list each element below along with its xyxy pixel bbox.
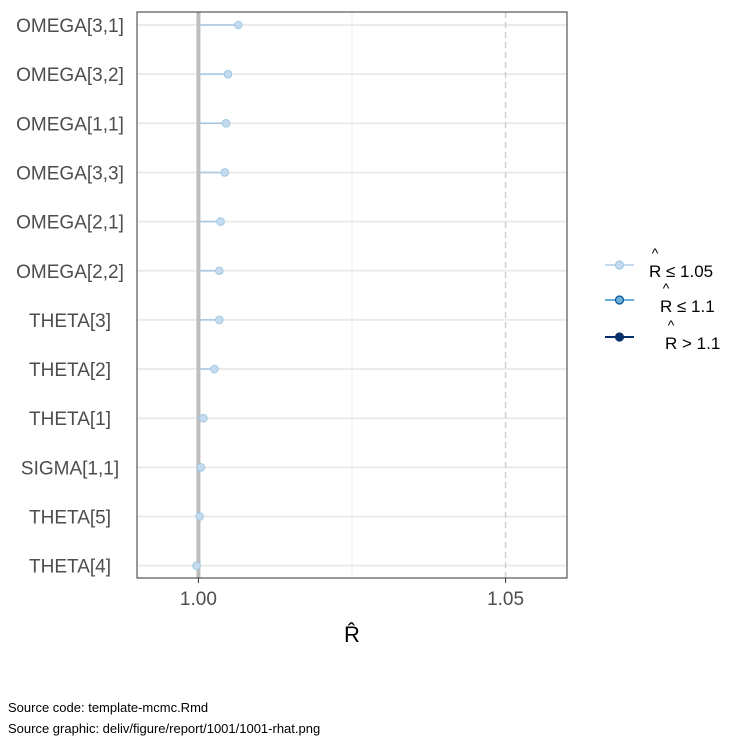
point-OMEGA[3,1]	[234, 20, 243, 30]
y-axis-tick-labels: OMEGA[3,1] OMEGA[3,2] OMEGA[1,1] OMEGA[3,3]…	[16, 16, 124, 578]
y-tick-label: THETA[4]	[29, 557, 111, 578]
point-THETA[1]	[199, 413, 208, 423]
legend: ^R ≤ 1.05^R ≤ 1.1^R > 1.1	[605, 245, 720, 353]
y-tick-label: OMEGA[2,2]	[16, 262, 124, 283]
y-tick-label: THETA[3]	[29, 311, 111, 332]
point-OMEGA[2,1]	[216, 217, 225, 226]
x-axis-ticks: 1.00 1.05	[180, 578, 524, 610]
legend-label: R ≤ 1.1	[660, 297, 715, 316]
point-OMEGA[3,3]	[220, 168, 230, 177]
lollipop-stems	[196, 24, 239, 567]
point-SIGMA[1,1]	[196, 463, 206, 472]
x-axis-title-text: R̂	[344, 622, 360, 647]
y-tick-label: OMEGA[1,1]	[16, 114, 124, 135]
y-tick-label: OMEGA[3,1]	[16, 16, 124, 37]
point-OMEGA[3,2]	[223, 69, 233, 79]
point-THETA[5]	[195, 512, 204, 521]
point-THETA[4]	[192, 561, 201, 570]
legend-key-point	[614, 260, 625, 270]
y-tick-label: OMEGA[2,1]	[16, 213, 124, 234]
legend-hat: ^	[668, 317, 675, 333]
legend-label: R ≤ 1.05	[649, 262, 713, 281]
point-THETA[3]	[215, 315, 224, 325]
reference-lines	[196, 12, 507, 578]
legend-key-point	[614, 295, 625, 305]
legend-hat: ^	[652, 245, 659, 261]
x-tick-label: 1.00	[180, 589, 217, 610]
point-OMEGA[1,1]	[221, 119, 231, 128]
plot-panel-border	[136, 11, 568, 579]
data-points	[192, 20, 243, 570]
y-tick-label: THETA[2]	[29, 360, 111, 381]
grid	[137, 12, 567, 578]
y-tick-label: THETA[5]	[29, 508, 111, 529]
y-tick-label: THETA[1]	[29, 409, 111, 430]
y-tick-label: OMEGA[3,3]	[16, 163, 124, 184]
source-graphic-caption: Source graphic: deliv/figure/report/1001…	[8, 721, 321, 736]
legend-hat: ^	[663, 280, 670, 296]
y-tick-label: OMEGA[3,2]	[16, 65, 124, 86]
x-tick-label: 1.05	[487, 589, 524, 610]
point-OMEGA[2,2]	[215, 266, 224, 276]
y-tick-label: SIGMA[1,1]	[21, 458, 119, 479]
legend-key-point	[614, 332, 625, 342]
source-code-caption: Source code: template-mcmc.Rmd	[8, 700, 209, 715]
x-axis-title: R̂	[344, 622, 360, 647]
rhat-chart: OMEGA[3,1] OMEGA[3,2] OMEGA[1,1] OMEGA[3,3]…	[16, 11, 720, 647]
point-THETA[2]	[210, 364, 219, 374]
legend-label: R > 1.1	[665, 334, 720, 353]
